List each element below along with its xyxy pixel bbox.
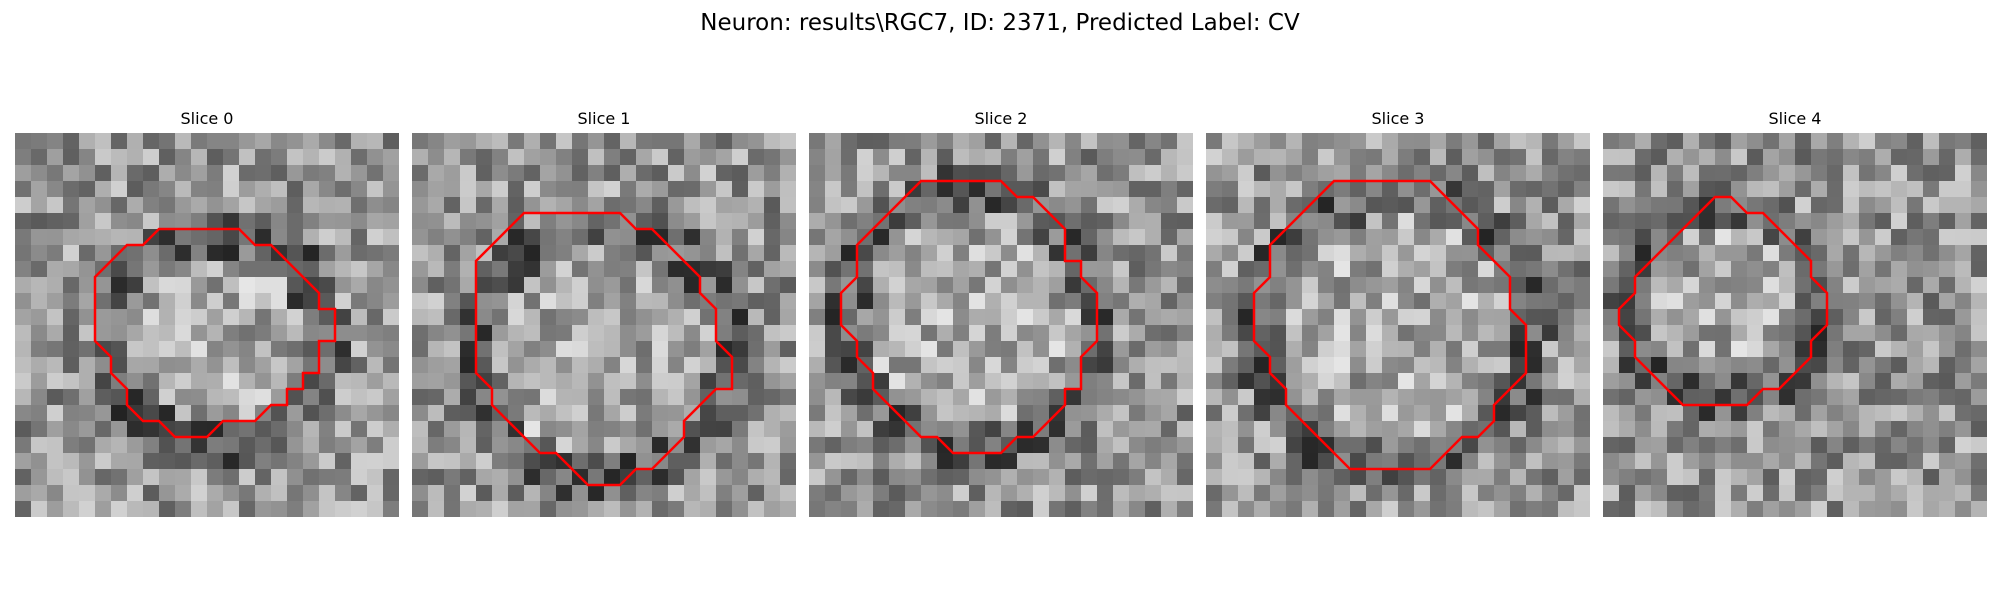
slice-panel-0: Slice 0 bbox=[15, 108, 399, 517]
slice-title: Slice 2 bbox=[974, 109, 1028, 128]
figure-title: Neuron: results\RGC7, ID: 2371, Predicte… bbox=[700, 10, 1300, 36]
slice-image bbox=[1603, 133, 1987, 517]
slice-title: Slice 3 bbox=[1371, 109, 1425, 128]
slice-image bbox=[1206, 133, 1590, 517]
slice-panel-4: Slice 4 bbox=[1603, 108, 1987, 517]
slice-title: Slice 4 bbox=[1768, 109, 1822, 128]
slice-panel-1: Slice 1 bbox=[412, 108, 796, 517]
roi-contour bbox=[1252, 179, 1528, 471]
roi-contour bbox=[93, 227, 337, 439]
slice-panel-3: Slice 3 bbox=[1206, 108, 1590, 517]
roi-contour bbox=[1617, 195, 1829, 407]
slice-image bbox=[809, 133, 1193, 517]
slice-image bbox=[15, 133, 399, 517]
roi-contour bbox=[474, 211, 734, 487]
roi-contour bbox=[839, 179, 1099, 455]
slice-title: Slice 0 bbox=[180, 109, 234, 128]
slice-panel-2: Slice 2 bbox=[809, 108, 1193, 517]
slice-title: Slice 1 bbox=[577, 109, 631, 128]
slice-image bbox=[412, 133, 796, 517]
